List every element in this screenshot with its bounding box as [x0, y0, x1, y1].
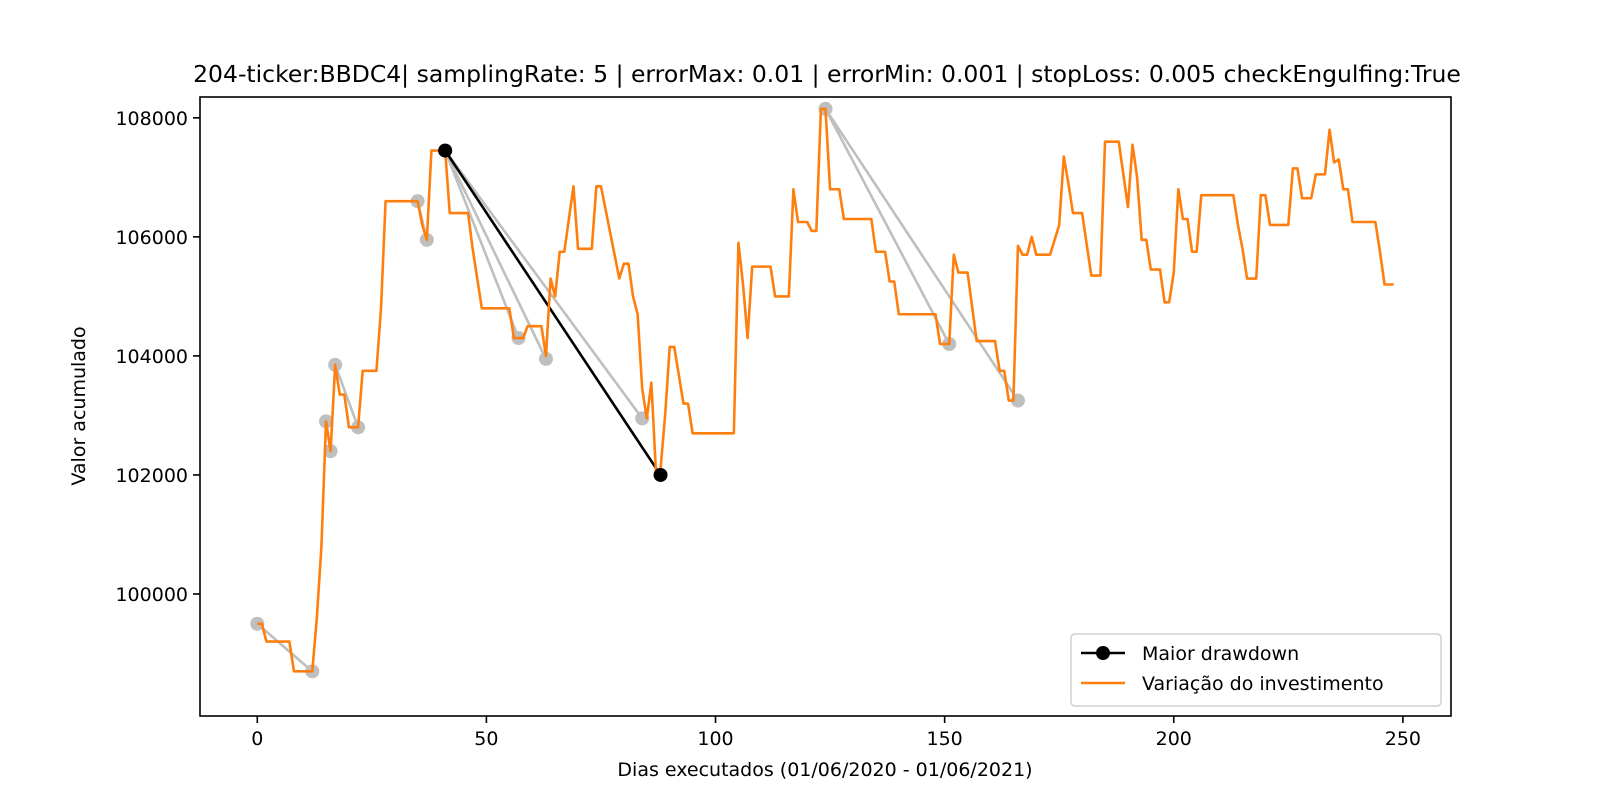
y-tick-label: 104000 — [115, 346, 188, 368]
candidate-drawdown-line — [255, 622, 314, 673]
candidate-drawdown-line — [443, 149, 520, 340]
investment-series-line — [257, 107, 1394, 673]
legend-drawdown-label: Maior drawdown — [1142, 643, 1299, 665]
y-axis: 100000 102000 104000 106000 108000 — [115, 108, 200, 606]
x-axis-label: Dias executados (01/06/2020 - 01/06/2021… — [617, 759, 1032, 781]
y-tick-label: 102000 — [115, 465, 188, 487]
x-tick-label: 0 — [251, 728, 263, 750]
max-drawdown-line — [444, 149, 662, 476]
candidate-drawdown-line — [333, 363, 360, 429]
x-tick-label: 50 — [474, 728, 498, 750]
x-axis: 0 50 100 150 200 250 — [251, 716, 1421, 750]
y-tick-label: 106000 — [115, 227, 188, 249]
legend-box — [1070, 633, 1442, 707]
candidate-drawdown-line — [443, 149, 644, 420]
candidate-drawdown-line — [824, 107, 1020, 402]
y-axis-label: Valor acumulado — [68, 326, 90, 485]
legend-investment-label: Variação do investimento — [1142, 673, 1384, 695]
y-tick-label: 100000 — [115, 584, 188, 606]
candidate-drawdown-line — [824, 107, 951, 346]
plot-area — [250, 101, 1394, 679]
legend: Maior drawdown Variação do investimento — [1070, 633, 1442, 707]
chart-title: 204-ticker:BBDC4| samplingRate: 5 | erro… — [193, 60, 1461, 88]
legend-drawdown-marker — [1096, 646, 1110, 660]
y-tick-label: 108000 — [115, 108, 188, 130]
candidate-drawdown-line — [443, 149, 548, 361]
plot-frame — [199, 96, 1452, 717]
x-tick-label: 250 — [1385, 728, 1421, 750]
x-tick-label: 100 — [697, 728, 733, 750]
max-drawdown-point — [438, 143, 453, 158]
max-drawdown-point — [653, 467, 668, 482]
candidate-drawdown-point — [538, 351, 553, 366]
x-tick-label: 150 — [927, 728, 963, 750]
x-tick-label: 200 — [1156, 728, 1192, 750]
